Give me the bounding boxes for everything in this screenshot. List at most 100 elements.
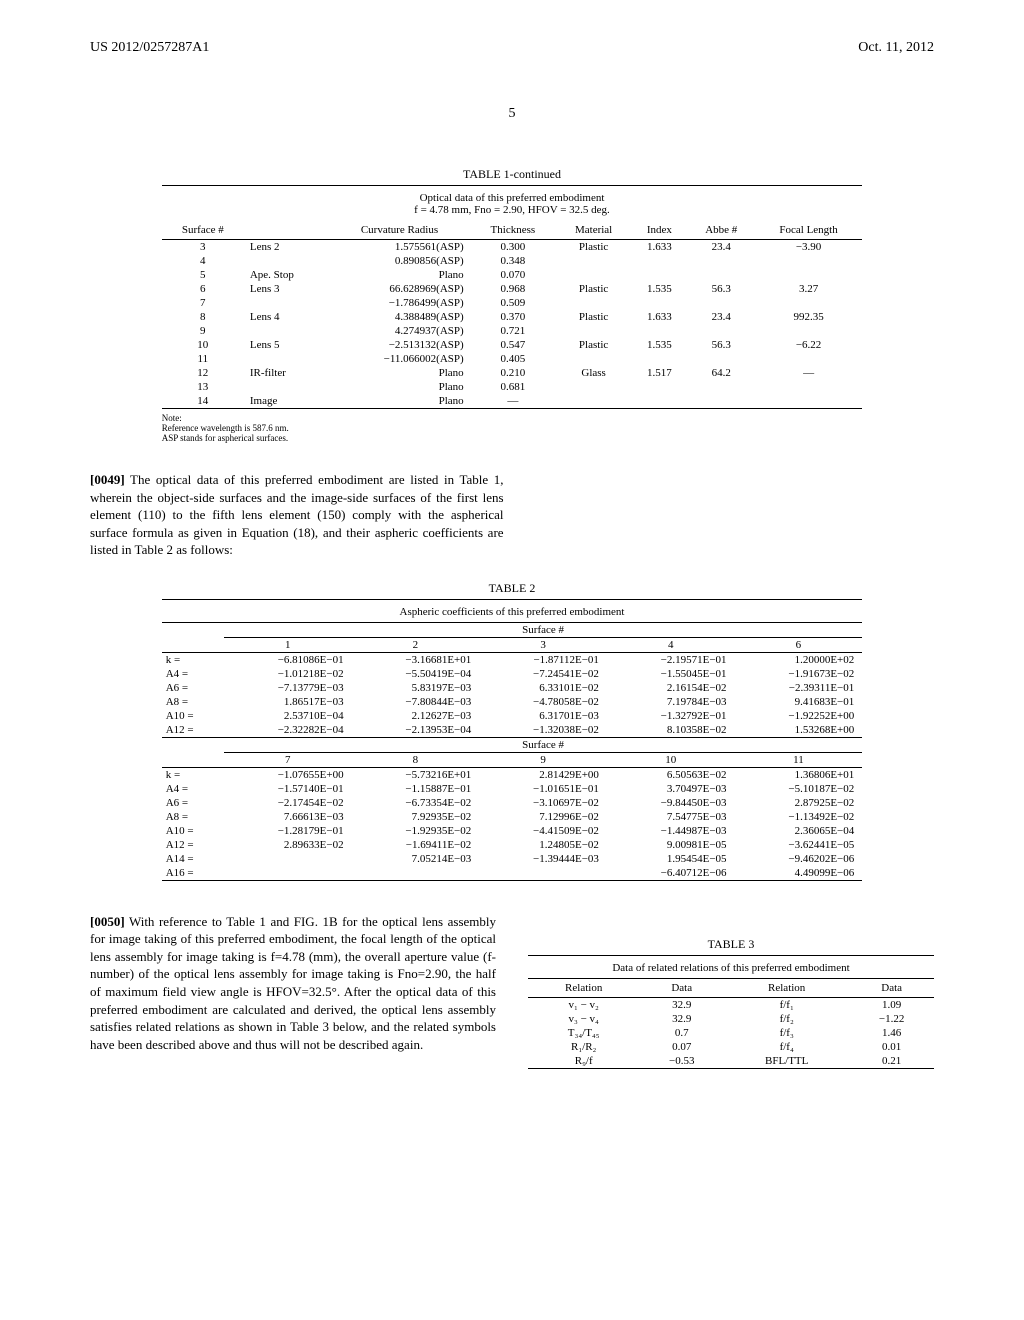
table-cell: −1.13492E−02 — [735, 810, 863, 824]
table-cell: f/f₂ — [724, 1012, 849, 1026]
table-cell: −1.28179E−01 — [224, 824, 352, 838]
table-cell: 14 — [162, 394, 244, 408]
para-label: [0049] — [90, 472, 125, 487]
table-cell — [631, 254, 688, 268]
table-cell: −11.066002(ASP) — [329, 352, 469, 366]
table-cell: 0.210 — [470, 366, 556, 380]
table-cell: −6.40712E−06 — [607, 866, 735, 880]
table3: Relation Data Relation Data v₁ − v₂32.9f… — [528, 979, 934, 1068]
table-cell: −9.46202E−06 — [735, 852, 863, 866]
header-right: Oct. 11, 2012 — [858, 40, 934, 56]
t2b-c1: 8 — [352, 752, 480, 767]
table-cell — [631, 380, 688, 394]
table-cell: — — [470, 394, 556, 408]
table-cell: 3 — [162, 240, 244, 255]
table-cell: 4.388489(ASP) — [329, 310, 469, 324]
table-cell — [688, 394, 755, 408]
table-cell: 8.10358E−02 — [607, 723, 735, 737]
table-cell: 0.300 — [470, 240, 556, 255]
table-cell — [244, 254, 329, 268]
table-cell — [688, 380, 755, 394]
table-cell — [244, 380, 329, 394]
table-cell: 1.24805E−02 — [479, 838, 607, 852]
table-cell: Lens 4 — [244, 310, 329, 324]
table-cell: T₃₄/T₄₅ — [528, 1026, 639, 1040]
table-cell — [755, 352, 862, 366]
table1-notes: Note: Reference wavelength is 587.6 nm. … — [162, 413, 863, 443]
table-cell: −1.32792E−01 — [607, 709, 735, 723]
t2a-c4: 6 — [735, 637, 863, 652]
table-cell: 7.12996E−02 — [479, 810, 607, 824]
table-cell: Lens 5 — [244, 338, 329, 352]
table-cell — [556, 352, 631, 366]
table-cell: 0.01 — [849, 1040, 934, 1054]
table-cell: −1.15887E−01 — [352, 782, 480, 796]
table-cell: 13 — [162, 380, 244, 394]
table-cell: −1.32038E−02 — [479, 723, 607, 737]
table-cell: A6 = — [162, 796, 224, 810]
table-cell: 0.721 — [470, 324, 556, 338]
table-cell: 992.35 — [755, 310, 862, 324]
table-cell: −1.92935E−02 — [352, 824, 480, 838]
t1-col7: Focal Length — [755, 221, 862, 240]
surf-label: Surface # — [224, 622, 862, 637]
table-cell: 1.86517E−03 — [224, 695, 352, 709]
table-cell: 2.53710E−04 — [224, 709, 352, 723]
table1-title: TABLE 1-continued — [162, 167, 863, 182]
table-cell — [556, 394, 631, 408]
table-cell: Plastic — [556, 282, 631, 296]
table-cell: f/f₄ — [724, 1040, 849, 1054]
table-cell: 1.535 — [631, 282, 688, 296]
table-cell: 9.00981E−05 — [607, 838, 735, 852]
t2b-c2: 9 — [479, 752, 607, 767]
para-0050: [0050] With reference to Table 1 and FIG… — [90, 913, 496, 1053]
table-cell: 7 — [162, 296, 244, 310]
table-cell: A16 = — [162, 866, 224, 880]
table-cell — [556, 296, 631, 310]
table-cell: −3.10697E−02 — [479, 796, 607, 810]
table-cell: 5.83197E−03 — [352, 681, 480, 695]
table-cell: Plano — [329, 380, 469, 394]
table-cell: 2.12627E−03 — [352, 709, 480, 723]
table-cell: k = — [162, 767, 224, 782]
table-cell — [556, 268, 631, 282]
table-cell: −2.513132(ASP) — [329, 338, 469, 352]
table-cell: R₁/R₂ — [528, 1040, 639, 1054]
table-cell: BFL/TTL — [724, 1054, 849, 1068]
table-cell: A4 = — [162, 782, 224, 796]
table-cell: 10 — [162, 338, 244, 352]
table-cell — [631, 394, 688, 408]
table-cell: Ape. Stop — [244, 268, 329, 282]
table-cell: 7.19784E−03 — [607, 695, 735, 709]
table-cell: −3.16681E+01 — [352, 652, 480, 667]
header-left: US 2012/0257287A1 — [90, 40, 209, 56]
table-cell: A6 = — [162, 681, 224, 695]
table-cell: 3.27 — [755, 282, 862, 296]
table-cell: 0.547 — [470, 338, 556, 352]
table-cell — [556, 324, 631, 338]
t1-col4: Material — [556, 221, 631, 240]
para-label: [0050] — [90, 914, 125, 929]
table-cell: 6.33101E−02 — [479, 681, 607, 695]
table2a: Surface # 1 2 3 4 6 k =−6.81086E−01−3.16… — [162, 622, 863, 737]
t2b-c4: 11 — [735, 752, 863, 767]
table-cell: — — [755, 366, 862, 380]
table-cell: −1.91673E−02 — [735, 667, 863, 681]
table-cell: 0.348 — [470, 254, 556, 268]
table-cell — [224, 866, 352, 880]
table-cell: Lens 3 — [244, 282, 329, 296]
table-cell — [479, 866, 607, 880]
table-cell: −6.73354E−02 — [352, 796, 480, 810]
table-cell: 1.535 — [631, 338, 688, 352]
table-cell — [556, 380, 631, 394]
table-cell: 0.681 — [470, 380, 556, 394]
table-cell: −7.80844E−03 — [352, 695, 480, 709]
table-cell: 8 — [162, 310, 244, 324]
table-cell: 0.07 — [639, 1040, 724, 1054]
table-cell: f/f₁ — [724, 997, 849, 1012]
table-cell: Image — [244, 394, 329, 408]
table-cell: −2.13953E−04 — [352, 723, 480, 737]
table-cell — [688, 254, 755, 268]
table-cell — [755, 296, 862, 310]
table-cell — [224, 852, 352, 866]
